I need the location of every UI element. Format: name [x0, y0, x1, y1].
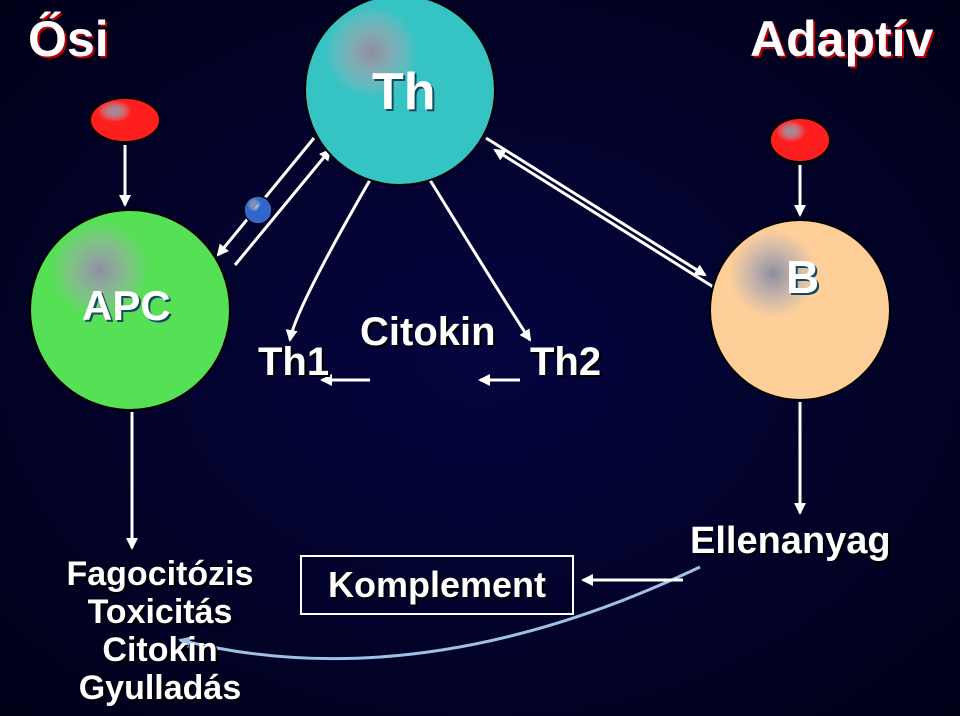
title-right: Adaptív — [750, 10, 933, 68]
node-th-label: Th — [372, 62, 436, 122]
ellenanyag-label: Ellenanyag — [690, 520, 891, 563]
komplement-box: Komplement — [300, 555, 574, 615]
bottom-left-line: Gyulladás — [30, 669, 290, 707]
label-th1: Th1 — [258, 340, 329, 385]
label-th2: Th2 — [530, 340, 601, 385]
title-left: Ősi — [28, 10, 109, 68]
label-citokin: Citokin — [360, 310, 496, 355]
node-apc-label: APC — [82, 282, 171, 330]
bottom-left-box: FagocitózisToxicitásCitokinGyulladás — [30, 555, 290, 707]
bottom-left-line: Fagocitózis — [30, 555, 290, 593]
bottom-left-line: Citokin — [30, 631, 290, 669]
bottom-left-line: Toxicitás — [30, 593, 290, 631]
node-b-label: B — [786, 250, 819, 304]
diagram-stage: Ősi Adaptív Th APC B Th1 Citokin Th2 Ell… — [0, 0, 960, 716]
